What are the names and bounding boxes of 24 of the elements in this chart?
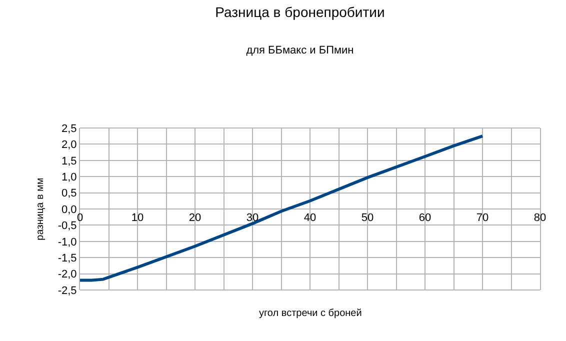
y-tick-label: -2,0 [58, 268, 77, 281]
y-tick-label: 1,5 [62, 155, 77, 168]
y-tick-label: -1,5 [58, 252, 77, 264]
y-tick-label: 0,0 [62, 204, 77, 216]
y-tick-label: 0,5 [62, 188, 77, 200]
y-tick-label: -0,5 [58, 220, 77, 232]
x-axis-title: угол встречи с броней [259, 308, 362, 319]
y-tick-label: 2,5 [62, 122, 77, 135]
chart-subtitle: для ББмакс и БПмин [246, 44, 354, 56]
y-tick-label: 1,0 [62, 171, 77, 184]
x-tick-label: 80 [534, 212, 546, 224]
x-tick-label: 40 [304, 212, 316, 224]
x-tick-label: 20 [188, 212, 202, 224]
chart-title: Разница в бронепробитии [215, 4, 385, 20]
x-tick-label: 50 [361, 212, 374, 224]
x-tick-label: 60 [418, 212, 432, 224]
y-tick-label: -2,5 [58, 284, 77, 297]
x-tick-label: 0 [76, 212, 84, 224]
x-tick-label: 10 [131, 212, 144, 224]
y-axis-title: разница в мм [34, 178, 46, 240]
y-tick-label: -1,0 [58, 236, 77, 248]
x-tick-label: 30 [246, 212, 259, 224]
y-tick-label: 2,0 [62, 139, 77, 152]
x-tick-label: 70 [476, 212, 489, 224]
